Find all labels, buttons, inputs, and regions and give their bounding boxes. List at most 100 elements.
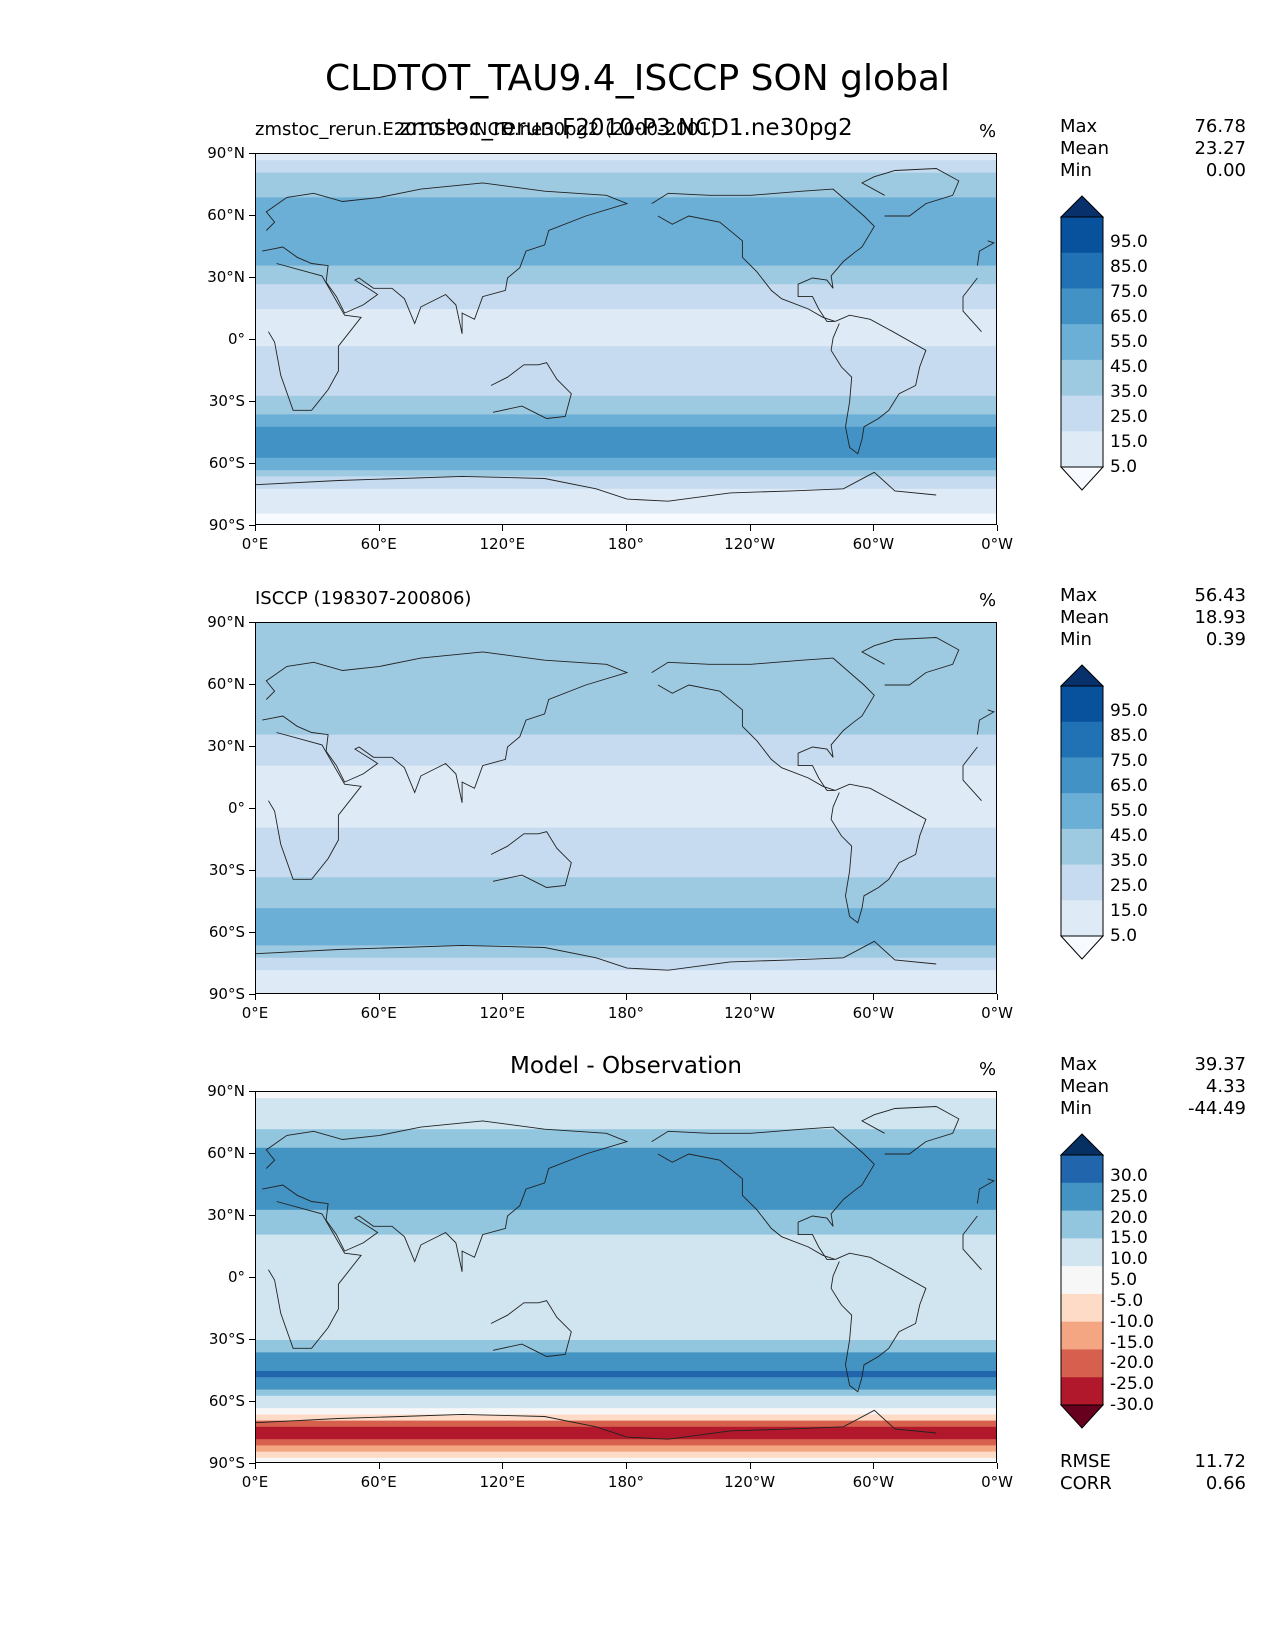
field-band	[256, 309, 996, 316]
field-band	[256, 315, 996, 322]
field-band	[256, 1216, 996, 1223]
coast-south-america	[830, 1252, 927, 1393]
x-tick-mark	[626, 525, 627, 531]
field-band	[256, 172, 996, 180]
x-tick-mark	[749, 994, 751, 1000]
field-band	[256, 1271, 996, 1279]
field-band	[256, 709, 996, 717]
field-band	[256, 265, 996, 273]
x-tick-label: 180°	[607, 535, 645, 553]
colorbar-label: 35.0	[1110, 382, 1148, 402]
x-tick-label: 120°W	[724, 535, 776, 553]
field-band	[256, 685, 996, 692]
x-tick-label: 0°E	[241, 1004, 269, 1022]
field-band	[256, 445, 996, 453]
field-band	[256, 1141, 996, 1149]
stat-value-mean: 4.33	[1205, 1076, 1246, 1097]
y-tick-label: 30°N	[207, 1206, 245, 1224]
map-canvas	[256, 1092, 996, 1462]
x-tick-label: 120°W	[724, 1004, 776, 1022]
colorbar-extend-min	[1060, 1404, 1105, 1429]
colorbar-label: -20.0	[1110, 1353, 1154, 1374]
x-tick-label: 60°E	[360, 535, 397, 553]
field-band	[256, 352, 996, 360]
field-band	[256, 1092, 996, 1099]
field-band	[256, 1340, 996, 1347]
x-tick-mark	[873, 994, 875, 1000]
field-band	[256, 327, 996, 335]
stat-value-corr: 0.66	[1205, 1473, 1246, 1494]
field-band	[256, 278, 996, 285]
field-band	[256, 185, 996, 192]
map-panel-2	[255, 622, 997, 994]
field-band	[256, 939, 996, 946]
field-band	[256, 1284, 996, 1291]
field-band	[256, 964, 996, 971]
colorbar-segment	[1061, 1238, 1103, 1267]
y-tick-label: 30°S	[208, 392, 245, 410]
stat-label-max: Max	[1060, 116, 1098, 137]
field-band	[256, 513, 996, 521]
field-band	[256, 476, 996, 484]
coast-north-america	[651, 657, 875, 791]
field-band	[256, 926, 996, 934]
field-band	[256, 784, 996, 791]
field-band	[256, 771, 996, 779]
field-band	[256, 858, 996, 866]
x-tick-mark	[749, 525, 751, 531]
colorbar-label: 95.0	[1110, 232, 1148, 252]
colorbar-label: -5.0	[1110, 1290, 1144, 1311]
colorbar	[1060, 195, 1105, 491]
y-tick-label: 90°N	[207, 613, 245, 631]
map-panel-3	[255, 1091, 997, 1463]
field-band	[256, 240, 996, 248]
colorbar-segment	[1061, 1321, 1103, 1350]
field-band	[256, 815, 996, 822]
field-band	[256, 1426, 996, 1434]
stat-label-corr: CORR	[1060, 1473, 1112, 1494]
x-tick-label: 60°E	[360, 1473, 397, 1491]
y-tick-mark	[249, 808, 255, 809]
field-band	[256, 464, 996, 471]
field-band	[256, 1104, 996, 1112]
y-tick-mark	[249, 1277, 255, 1278]
colorbar-segment	[1061, 1349, 1103, 1378]
y-tick-mark	[249, 525, 255, 526]
colorbar-segment	[1061, 217, 1103, 254]
colorbar-segment	[1061, 686, 1103, 723]
x-tick-mark	[873, 525, 875, 531]
field-band	[256, 1433, 996, 1440]
field-band	[256, 259, 996, 267]
y-tick-mark	[249, 215, 255, 216]
coast-africa-1	[268, 263, 362, 411]
x-tick-label: 120°E	[479, 1004, 526, 1022]
colorbar-label: 25.0	[1110, 1186, 1148, 1207]
field-band	[256, 641, 996, 649]
y-tick-label: 60°S	[208, 923, 245, 941]
field-band	[256, 809, 996, 816]
field-band	[256, 1346, 996, 1353]
colorbar-segment	[1061, 1155, 1103, 1184]
field-band	[256, 765, 996, 773]
field-band	[256, 1166, 996, 1174]
field-band	[256, 1222, 996, 1229]
colorbar-label: 55.0	[1110, 332, 1148, 352]
field-band	[256, 722, 996, 729]
colorbar-label: 85.0	[1110, 257, 1148, 277]
field-band	[256, 933, 996, 940]
field-band	[256, 647, 996, 655]
coast-africa-2	[962, 1215, 982, 1271]
field-band	[256, 908, 996, 915]
field-band	[256, 672, 996, 680]
field-band	[256, 753, 996, 760]
field-band	[256, 1197, 996, 1205]
x-tick-label: 120°W	[724, 1473, 776, 1491]
coast-eurasia-1	[262, 182, 629, 334]
field-band	[256, 203, 996, 211]
y-tick-label: 0°	[227, 330, 245, 348]
coast-north-america	[651, 1126, 875, 1260]
field-band	[256, 1395, 996, 1403]
field-band	[256, 877, 996, 884]
field-band	[256, 1129, 996, 1136]
y-tick-label: 90°S	[208, 516, 245, 534]
